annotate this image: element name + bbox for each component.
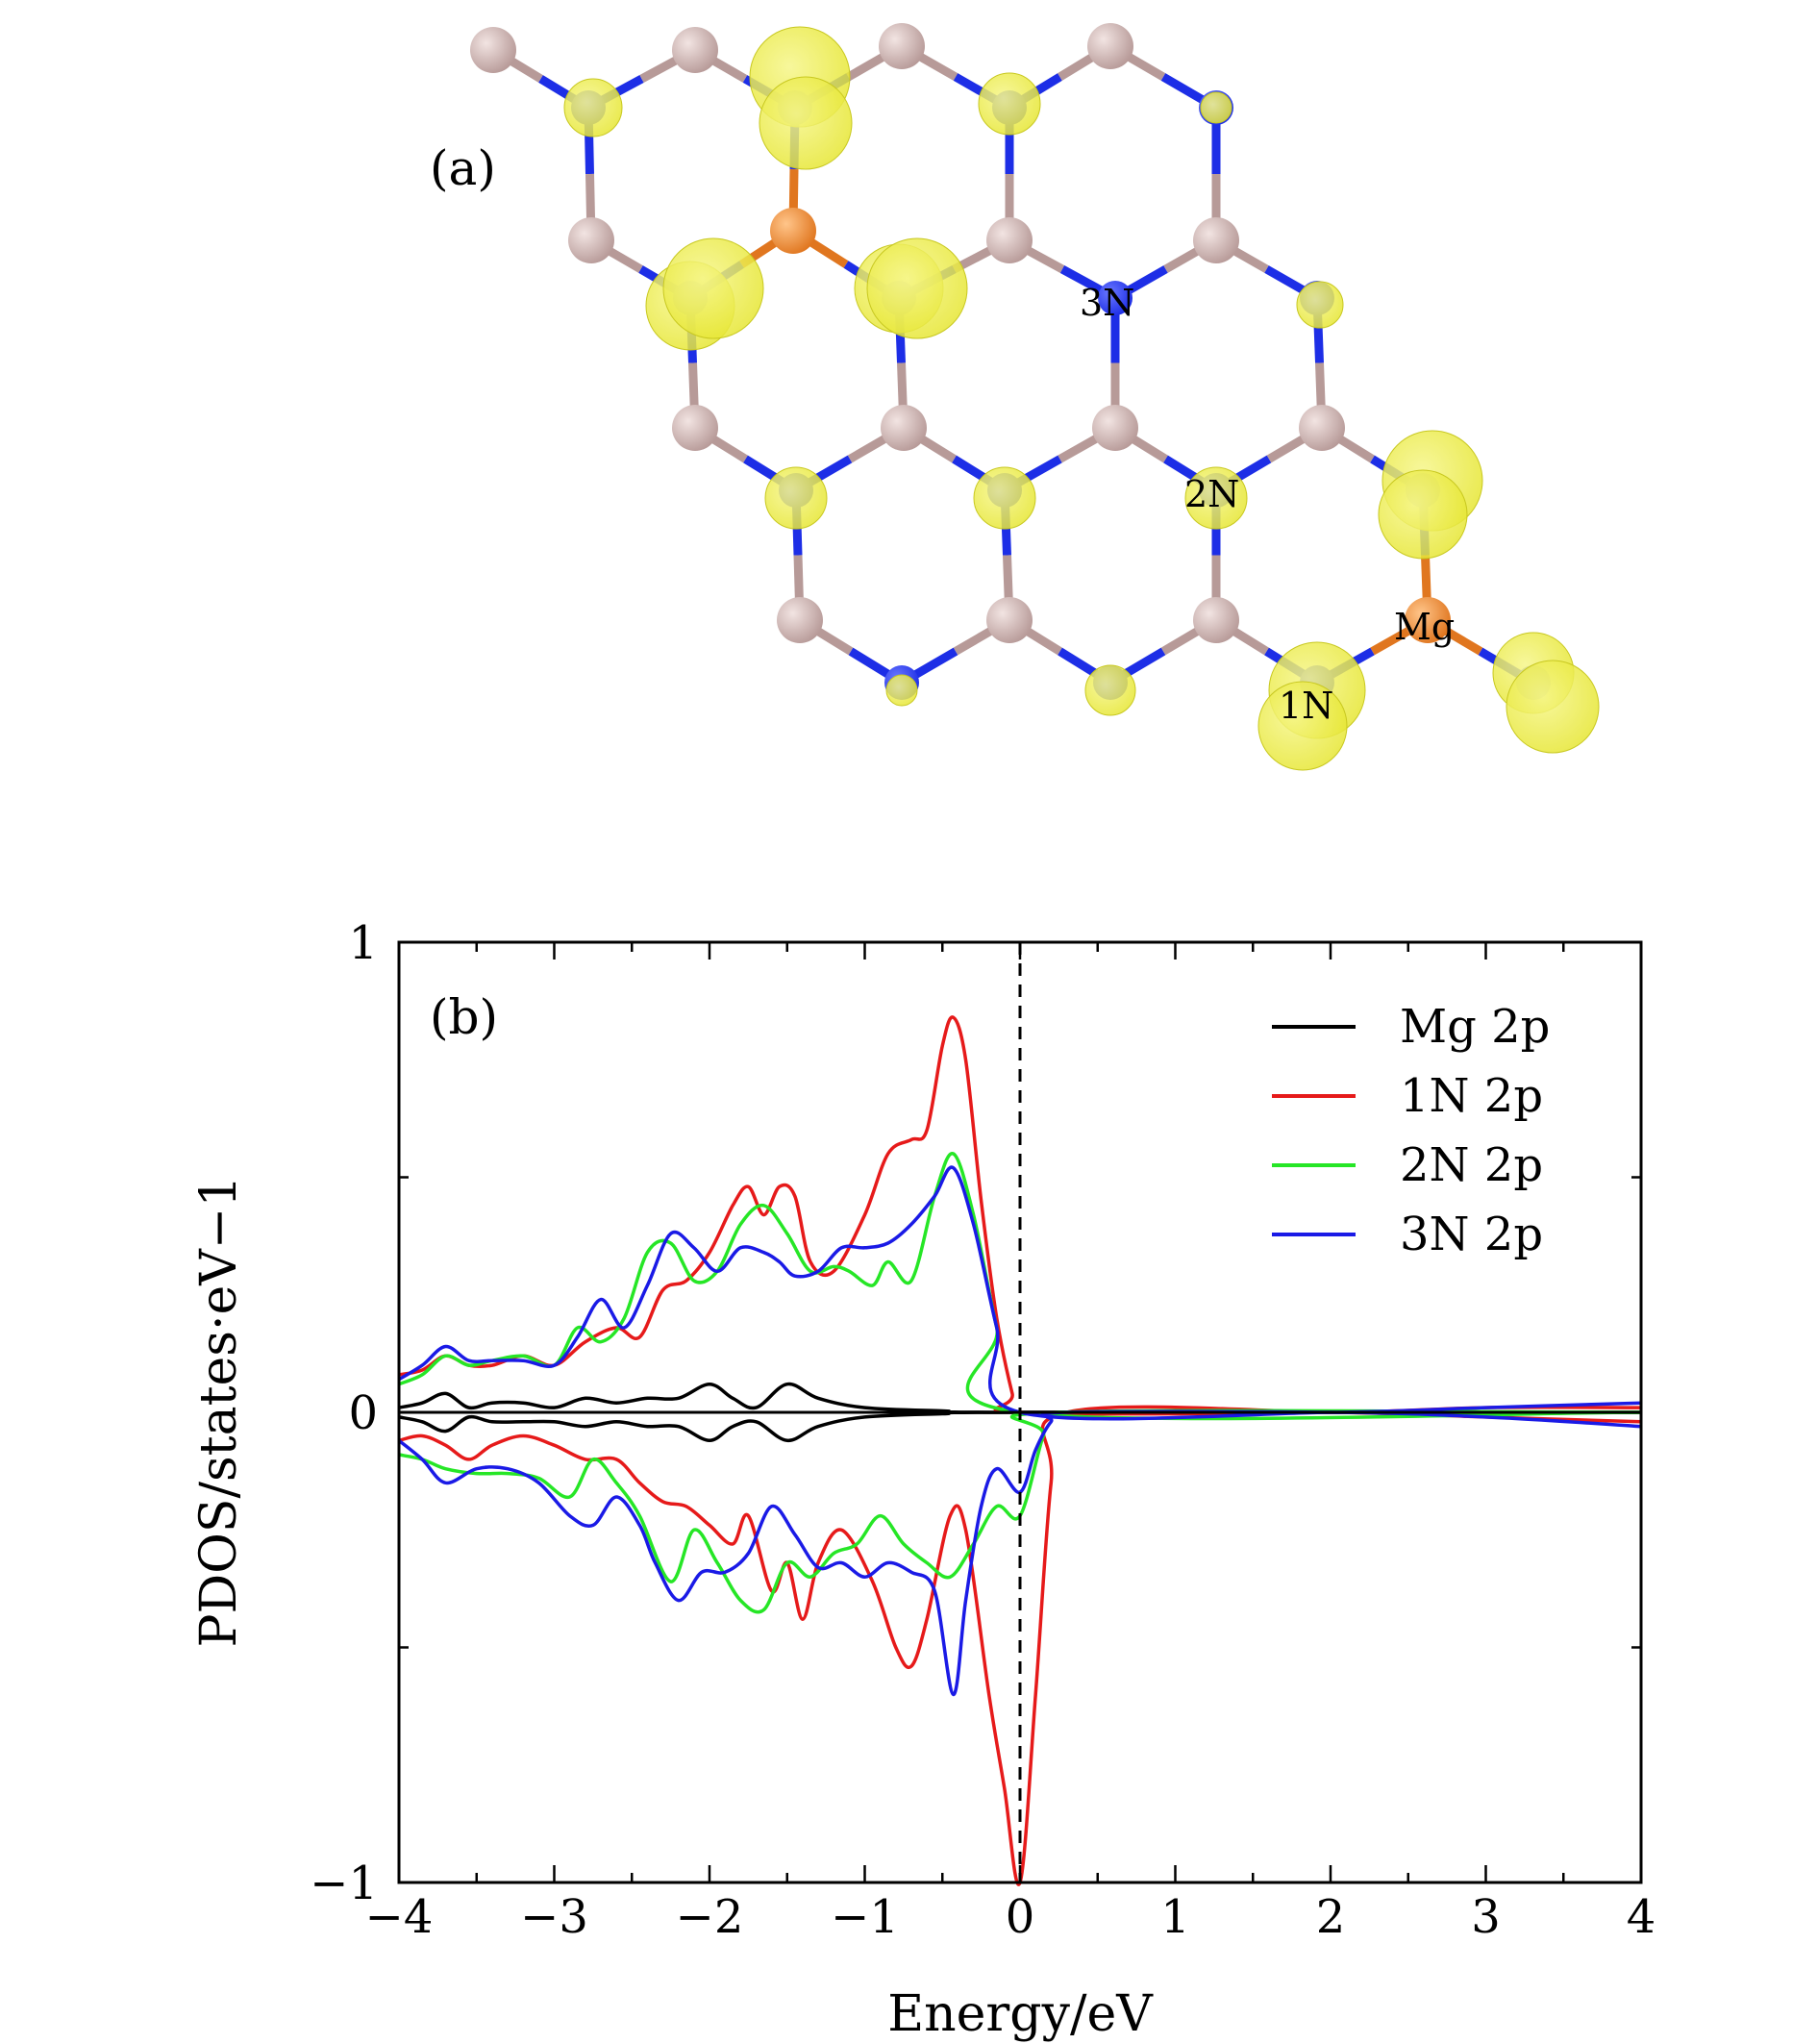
x-tick-labels: −4 −3 −2 −1 0 1 2 3 4 xyxy=(365,1890,1656,1944)
x-tick-label: 4 xyxy=(1627,1890,1656,1944)
x-tick-label: 1 xyxy=(1160,1890,1190,1944)
charge-isosurface xyxy=(973,466,1036,530)
bond-layer xyxy=(490,42,1536,686)
charge-isosurface xyxy=(978,72,1041,136)
structure-panel: (a) 3N 2N 1N Mg xyxy=(430,23,1600,771)
panel-b-label: (b) xyxy=(430,989,498,1045)
carbon-atom xyxy=(881,405,927,451)
series-4-spin-down-line xyxy=(397,1409,1642,1697)
atom-label-mg: Mg xyxy=(1394,606,1455,648)
nitrogen-atom xyxy=(1098,281,1133,315)
y-tick-label: −1 xyxy=(310,1857,378,1910)
charge-isosurface xyxy=(1084,664,1136,716)
x-tick-label: −4 xyxy=(365,1890,434,1944)
y-axis-label: PDOS/states·eV−1 xyxy=(190,1176,248,1648)
x-tick-label: 2 xyxy=(1316,1890,1346,1944)
carbon-atom xyxy=(1087,23,1133,69)
y-ticks xyxy=(399,940,1641,1884)
carbon-atom xyxy=(986,217,1033,263)
atom-label-1n: 1N xyxy=(1279,685,1333,727)
x-axis-label: Energy/eV xyxy=(887,1985,1154,2043)
carbon-atom xyxy=(1193,217,1239,263)
x-tick-label: 3 xyxy=(1471,1890,1501,1944)
legend-label: Mg 2p xyxy=(1400,1000,1550,1054)
x-tick-label: 0 xyxy=(1006,1890,1035,1944)
carbon-atom xyxy=(1092,405,1138,451)
y-tick-label: 1 xyxy=(348,916,378,970)
legend: Mg 2p 1N 2p 2N 2p 3N 2p xyxy=(1272,1000,1550,1261)
charge-isosurface xyxy=(759,76,853,170)
y-tick-label: 0 xyxy=(348,1386,378,1440)
carbon-atom xyxy=(879,23,925,69)
charge-isosurface xyxy=(1257,681,1348,771)
carbon-atom xyxy=(672,27,718,73)
legend-label: 2N 2p xyxy=(1400,1138,1543,1192)
charge-isosurface xyxy=(1506,660,1600,754)
magnesium-atom xyxy=(770,208,816,254)
charge-isosurface xyxy=(764,466,828,530)
series-3-spin-down-line xyxy=(398,1408,1642,1614)
x-tick-label: −3 xyxy=(520,1890,588,1944)
charge-isosurface xyxy=(1200,91,1232,124)
y-tick-labels: −1 0 1 xyxy=(310,916,378,1910)
charge-isosurface xyxy=(866,237,968,339)
legend-label: 3N 2p xyxy=(1400,1208,1543,1261)
x-ticks xyxy=(397,942,1643,1882)
charge-isosurface xyxy=(885,674,918,707)
charge-isosurface xyxy=(563,78,623,137)
panel-a-label: (a) xyxy=(430,140,496,196)
atom-label-3n: 3N xyxy=(1080,282,1134,324)
series-4-spin-up-line xyxy=(398,1165,1642,1421)
plot-curves xyxy=(397,1015,1642,1886)
carbon-atom xyxy=(986,597,1033,643)
atom-label-2n: 2N xyxy=(1184,473,1239,515)
carbon-atom xyxy=(1193,597,1239,643)
isosurface-layer xyxy=(563,26,1600,771)
carbon-atom xyxy=(777,597,823,643)
legend-label: 1N 2p xyxy=(1400,1069,1543,1123)
charge-isosurface xyxy=(1184,466,1248,530)
carbon-atom xyxy=(672,405,718,451)
charge-isosurface xyxy=(1378,469,1468,560)
carbon-atom xyxy=(470,27,516,73)
pdos-chart: −4 −3 −2 −1 0 1 2 3 4 −1 0 1 (b) Energy/eV PDOS/st… xyxy=(190,916,1655,2043)
carbon-atom xyxy=(568,217,614,263)
charge-isosurface xyxy=(662,237,764,339)
carbon-atom xyxy=(1299,405,1345,451)
x-tick-label: −1 xyxy=(831,1890,899,1944)
charge-isosurface xyxy=(1296,281,1344,329)
magnesium-atom xyxy=(1405,597,1451,643)
x-tick-label: −2 xyxy=(676,1890,744,1944)
